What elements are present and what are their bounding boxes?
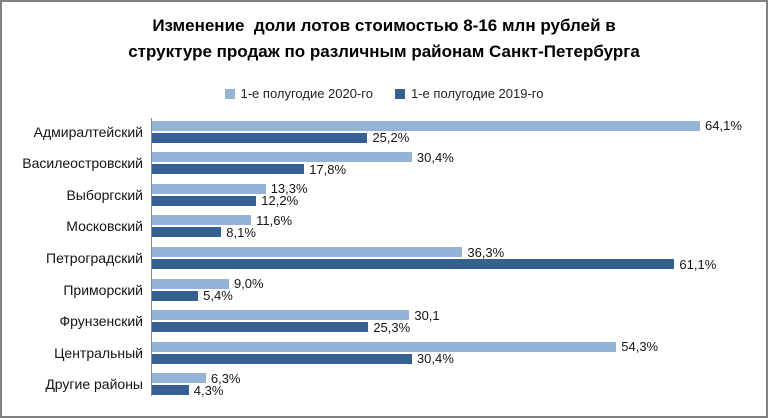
bar-group: 64,1% 25,2% (151, 118, 762, 146)
bar-2020 (152, 310, 410, 321)
plot-area: Адмиралтейский 64,1% 25,2% Василеостровский… (2, 116, 762, 400)
bar-2019 (152, 227, 222, 238)
bar-line-2019: 12,2% (152, 193, 762, 209)
bar-line-2020: 36,3% (152, 244, 762, 260)
bar-value-label: 6,3% (210, 370, 241, 386)
legend-item-2020: 1-е полугодие 2020-го (224, 86, 374, 101)
bar-line-2020: 64,1% (152, 118, 762, 134)
bar-value-label: 4,3% (193, 382, 224, 398)
category-label: Адмиралтейский (33, 123, 143, 140)
chart-row: Фрунзенский 30,1 25,3% (2, 305, 762, 337)
bar-line-2020: 54,3% (152, 339, 762, 355)
category-label: Петроградский (46, 250, 143, 267)
bar-line-2020: 30,4% (152, 149, 762, 165)
bar-line-2020: 30,1 (152, 307, 762, 323)
category-axis-line (151, 118, 152, 396)
bar-line-2020: 13,3% (152, 181, 762, 197)
bar-value-label: 25,3% (373, 319, 411, 335)
legend-swatch-2020-icon (224, 88, 235, 99)
bar-value-label: 25,2% (372, 130, 410, 146)
bar-value-label: 17,8% (309, 161, 347, 177)
bar-value-label: 30,4% (416, 351, 454, 367)
bar-line-2020: 6,3% (152, 370, 762, 386)
bar-2019 (152, 195, 257, 206)
category-label: Центральный (54, 344, 143, 361)
chart-row: Адмиралтейский 64,1% 25,2% (2, 116, 762, 148)
bar-2020 (152, 278, 229, 289)
bar-2019 (152, 385, 189, 396)
legend-item-2019: 1-е полугодие 2019-го (395, 86, 544, 101)
bar-value-label: 13,3% (270, 181, 308, 197)
bar-value-label: 9,0% (233, 276, 264, 292)
chart-row: Центральный 54,3% 30,4% (2, 337, 762, 369)
category-label: Московский (66, 218, 143, 235)
bar-group: 54,3% 30,4% (151, 339, 762, 367)
category-label: Приморский (63, 281, 143, 298)
bar-line-2019: 61,1% (152, 256, 762, 272)
bar-value-label: 8,1% (226, 224, 256, 240)
chart-row: Выборгский 13,3% 12,2% (2, 179, 762, 211)
bar-line-2019: 5,4% (152, 288, 762, 304)
bar-value-label: 12,2% (261, 193, 299, 209)
chart-row: Василеостровский 30,4% 17,8% (2, 148, 762, 180)
chart-title: Изменение доли лотов стоимостью 8-16 млн… (2, 13, 766, 65)
bar-line-2019: 30,4% (152, 351, 762, 367)
legend-swatch-2019-icon (395, 88, 405, 99)
bar-2020 (152, 215, 252, 226)
bar-2020 (152, 120, 701, 131)
category-label: Фрунзенский (59, 313, 143, 330)
bar-2020 (152, 183, 266, 194)
bar-2019 (152, 353, 412, 364)
chart-row: Другие районы 6,3% 4,3% (2, 369, 762, 401)
bar-line-2019: 25,3% (152, 319, 762, 335)
bar-value-label: 30,4% (416, 149, 454, 165)
bar-line-2020: 11,6% (152, 212, 762, 228)
bar-2019 (152, 290, 199, 301)
chart-row: Петроградский 36,3% 61,1% (2, 242, 762, 274)
bar-value-label: 5,4% (203, 288, 233, 304)
bar-line-2019: 25,2% (152, 130, 762, 146)
bar-group: 36,3% 61,1% (151, 244, 762, 272)
bar-value-label: 11,6% (256, 212, 293, 228)
bar-line-2019: 17,8% (152, 161, 762, 177)
bar-2020 (152, 341, 617, 352)
bar-value-label: 64,1% (705, 118, 742, 134)
bar-2019 (152, 259, 675, 270)
chart-row: Приморский 9,0% 5,4% (2, 274, 762, 306)
bar-2020 (152, 247, 463, 258)
bar-value-label: 36,3% (467, 244, 505, 260)
bar-line-2019: 8,1% (152, 224, 762, 240)
bar-2020 (152, 373, 206, 384)
bar-value-label: 61,1% (679, 256, 717, 272)
category-label: Другие районы (45, 376, 143, 393)
category-label: Василеостровский (22, 155, 143, 172)
bar-group: 11,6% 8,1% (151, 212, 762, 240)
chart-row: Московский 11,6% 8,1% (2, 211, 762, 243)
bar-2019 (152, 164, 305, 175)
bar-group: 9,0% 5,4% (151, 276, 762, 304)
bar-value-label: 54,3% (621, 339, 659, 355)
bar-2020 (152, 152, 412, 163)
chart-title-line-1: Изменение доли лотов стоимостью 8-16 млн… (152, 16, 616, 35)
bar-group: 13,3% 12,2% (151, 181, 762, 209)
chart-title-line-2: структуре продаж по различным районам Са… (128, 42, 640, 61)
category-label: Выборгский (66, 186, 143, 203)
bar-2019 (152, 132, 368, 143)
legend-label-2019: 1-е полугодие 2019-го (411, 86, 544, 101)
bar-group: 30,1 25,3% (151, 307, 762, 335)
legend-label-2020: 1-е полугодие 2020-го (240, 86, 374, 101)
bar-2019 (152, 322, 369, 333)
bar-group: 30,4% 17,8% (151, 149, 762, 177)
bar-line-2020: 9,0% (152, 276, 762, 292)
bar-line-2019: 4,3% (152, 382, 762, 398)
legend: 1-е полугодие 2020-го 1-е полугодие 2019… (2, 86, 766, 101)
bar-group: 6,3% 4,3% (151, 370, 762, 398)
bar-value-label: 30,1 (414, 307, 440, 323)
